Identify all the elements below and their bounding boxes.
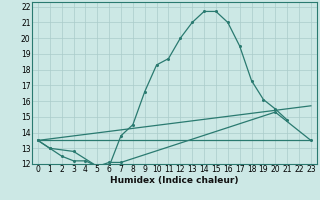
X-axis label: Humidex (Indice chaleur): Humidex (Indice chaleur) [110,176,239,185]
